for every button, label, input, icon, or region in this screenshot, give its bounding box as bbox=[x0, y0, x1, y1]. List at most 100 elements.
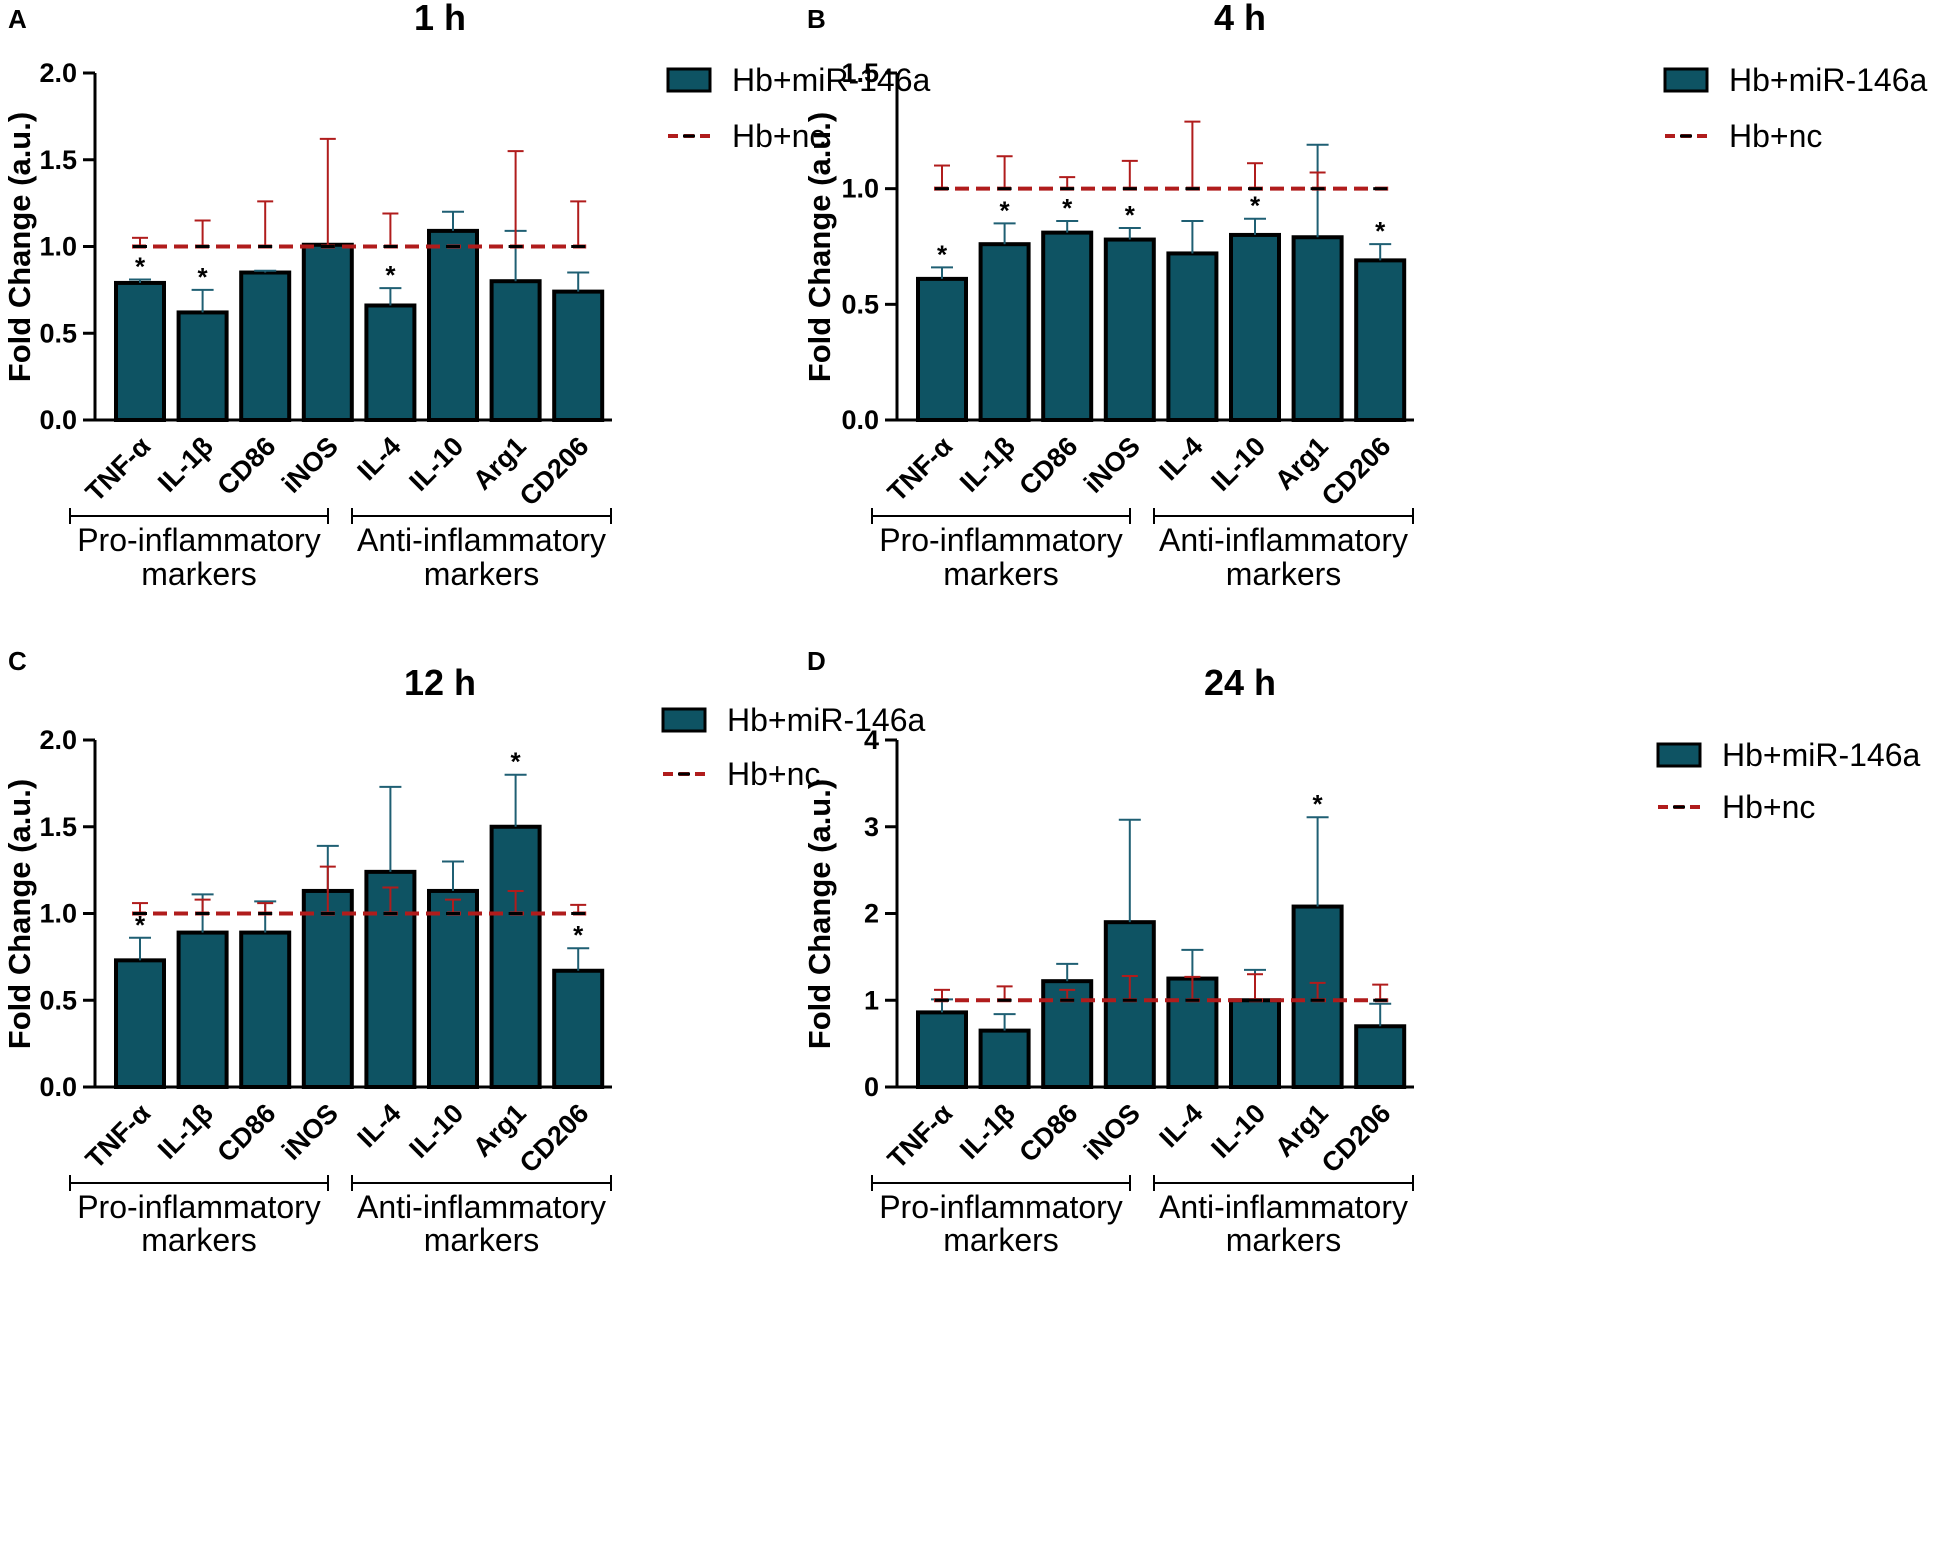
group-label-sub: markers bbox=[1226, 1222, 1342, 1258]
x-tick-label: CD86 bbox=[211, 431, 281, 501]
significance-star: * bbox=[1000, 195, 1011, 225]
y-axis-label: Fold Change (a.u.) bbox=[802, 112, 837, 382]
x-tick-label: TNF-α bbox=[882, 431, 959, 508]
bar-inos bbox=[1103, 920, 1156, 1089]
group-label-sub: markers bbox=[424, 556, 540, 592]
bar-arg1 bbox=[489, 279, 542, 423]
group-label-sub: markers bbox=[943, 1222, 1059, 1258]
y-tick-label: 1.0 bbox=[39, 232, 77, 262]
legend-swatch-miR bbox=[1663, 67, 1709, 93]
group-label: Anti-inflammatory bbox=[357, 522, 606, 558]
group-label: Pro-inflammatory bbox=[77, 1189, 321, 1225]
bar-il-10 bbox=[1229, 232, 1281, 422]
bar-inos bbox=[301, 888, 354, 1089]
bar-il-10 bbox=[427, 888, 479, 1089]
y-tick-label: 1.0 bbox=[841, 174, 879, 204]
legend-label-miR: Hb+miR-146a bbox=[1729, 62, 1928, 98]
panel-letter: C bbox=[8, 646, 27, 676]
significance-star: * bbox=[1250, 191, 1261, 221]
y-tick-label: 2.0 bbox=[39, 58, 77, 88]
group-label: Anti-inflammatory bbox=[1159, 522, 1408, 558]
bar-il-10 bbox=[1229, 998, 1281, 1089]
y-tick-label: 0.0 bbox=[39, 1072, 77, 1102]
significance-star: * bbox=[135, 910, 146, 940]
x-tick-label: IL-10 bbox=[403, 431, 469, 497]
x-tick-label: CD206 bbox=[1316, 1098, 1397, 1179]
significance-star: * bbox=[385, 260, 396, 290]
bar-il-1β bbox=[978, 242, 1031, 422]
x-tick-label: IL-4 bbox=[351, 1098, 406, 1153]
x-tick-label: iNOS bbox=[1078, 431, 1146, 499]
x-tick-label: IL-1β bbox=[954, 1098, 1021, 1165]
group-label: Pro-inflammatory bbox=[879, 522, 1123, 558]
x-tick-label: IL-4 bbox=[351, 431, 406, 486]
x-tick-label: CD206 bbox=[1316, 431, 1397, 512]
y-tick-label: 1.5 bbox=[39, 812, 77, 842]
legend-swatch-miR bbox=[666, 67, 712, 93]
panel-b: B 4 h Fold Change (a.u.)0.0 0.5 1.0 1.5 * * * * * *… bbox=[802, 0, 1928, 592]
panel-letter: D bbox=[807, 646, 826, 676]
x-tick-label: iNOS bbox=[1078, 1098, 1146, 1166]
y-axis-label: Fold Change (a.u.) bbox=[2, 112, 37, 382]
x-tick-label: TNF-α bbox=[882, 1098, 959, 1175]
y-tick-label: 1.5 bbox=[39, 145, 77, 175]
y-tick-label: 2 bbox=[864, 899, 879, 929]
x-tick-label: CD86 bbox=[1013, 431, 1083, 501]
y-tick-label: 0.5 bbox=[841, 289, 879, 319]
x-tick-label: TNF-α bbox=[80, 431, 157, 508]
legend-label-nc: Hb+nc bbox=[732, 118, 825, 154]
chart-title: 24 h bbox=[1204, 662, 1276, 703]
significance-star: * bbox=[937, 239, 948, 269]
legend-swatch-miR bbox=[1656, 742, 1702, 768]
y-tick-label: 0.0 bbox=[39, 405, 77, 435]
y-tick-label: 1.5 bbox=[841, 58, 879, 88]
y-tick-label: 1 bbox=[864, 985, 879, 1015]
bar-arg1 bbox=[489, 824, 542, 1089]
bar-tnf-α bbox=[114, 280, 166, 422]
bar-inos bbox=[1103, 237, 1156, 422]
significance-star: * bbox=[1062, 193, 1073, 223]
y-tick-label: 0.5 bbox=[39, 318, 77, 348]
x-tick-label: IL-10 bbox=[1205, 431, 1271, 497]
bar-arg1 bbox=[1291, 235, 1344, 422]
y-tick-label: 2.0 bbox=[39, 725, 77, 755]
x-tick-label: IL-1β bbox=[152, 1098, 219, 1165]
x-tick-label: IL-1β bbox=[152, 431, 219, 498]
group-label: Anti-inflammatory bbox=[1159, 1189, 1408, 1225]
legend-swatch-miR bbox=[661, 707, 707, 733]
y-tick-label: 0.5 bbox=[39, 985, 77, 1015]
bar-cd206 bbox=[1354, 1024, 1407, 1090]
legend-label-miR: Hb+miR-146a bbox=[727, 702, 926, 738]
group-label-sub: markers bbox=[141, 1222, 257, 1258]
x-tick-label: IL-4 bbox=[1153, 431, 1208, 486]
panel-letter: A bbox=[8, 4, 27, 34]
bar-tnf-α bbox=[916, 1010, 968, 1090]
significance-star: * bbox=[1313, 789, 1324, 819]
x-tick-label: iNOS bbox=[276, 431, 344, 499]
group-label-sub: markers bbox=[1226, 556, 1342, 592]
bar-cd86 bbox=[239, 270, 292, 422]
legend-label-miR: Hb+miR-146a bbox=[732, 62, 931, 98]
chart-title: 4 h bbox=[1214, 0, 1266, 38]
y-axis-label: Fold Change (a.u.) bbox=[802, 779, 837, 1049]
significance-star: * bbox=[1125, 200, 1136, 230]
legend-label-nc: Hb+nc bbox=[1722, 789, 1815, 825]
x-tick-label: CD206 bbox=[514, 1098, 595, 1179]
x-tick-label: CD206 bbox=[514, 431, 595, 512]
x-tick-label: iNOS bbox=[276, 1098, 344, 1166]
bar-cd86 bbox=[239, 930, 292, 1090]
y-tick-label: 3 bbox=[864, 812, 879, 842]
group-label: Pro-inflammatory bbox=[879, 1189, 1123, 1225]
group-label: Anti-inflammatory bbox=[357, 1189, 606, 1225]
group-label-sub: markers bbox=[943, 556, 1059, 592]
x-tick-label: IL-1β bbox=[954, 431, 1021, 498]
x-tick-label: CD86 bbox=[1013, 1098, 1083, 1168]
bar-il-1β bbox=[176, 310, 229, 422]
bar-il-10 bbox=[427, 228, 479, 422]
bar-il-1β bbox=[176, 930, 229, 1090]
bar-cd206 bbox=[552, 968, 605, 1090]
significance-star: * bbox=[511, 747, 522, 777]
bar-il-4 bbox=[364, 303, 417, 422]
